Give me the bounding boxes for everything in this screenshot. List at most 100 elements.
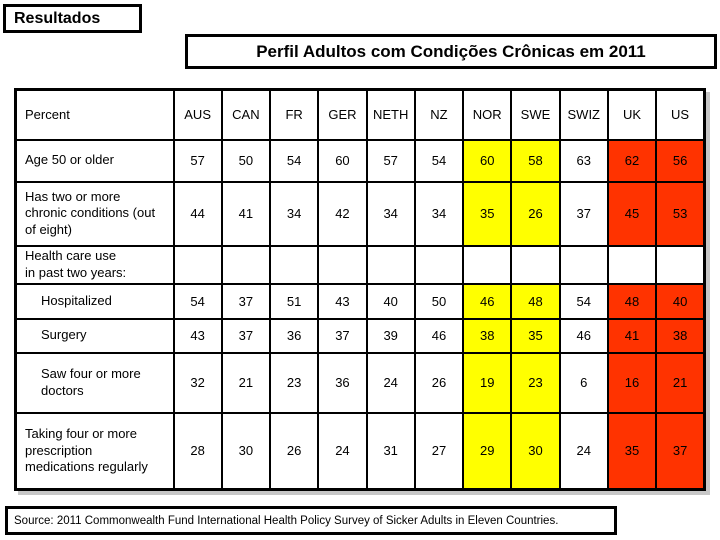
slide-title: Perfil Adultos com Condições Crônicas em… (185, 34, 717, 69)
table-cell: 41 (220, 180, 272, 247)
table-cell: 57 (365, 138, 416, 183)
table-cell: 21 (655, 351, 706, 414)
table-cell: 36 (317, 351, 368, 414)
table-cell: 37 (220, 317, 272, 354)
column-header: SWE (510, 88, 561, 141)
table-cell: 42 (317, 180, 368, 247)
table-cell: 53 (655, 180, 706, 247)
table-cell: 45 (606, 180, 658, 247)
table-cell: 35 (510, 317, 561, 354)
table-cell: 29 (462, 411, 513, 491)
table-cell: 44 (172, 180, 223, 247)
table-cell: 40 (655, 282, 706, 320)
column-header: GER (317, 88, 368, 141)
table-cell: 37 (220, 282, 272, 320)
column-header: UK (606, 88, 658, 141)
table-cell: 41 (606, 317, 658, 354)
source-note: Source: 2011 Commonwealth Fund Internati… (5, 506, 617, 535)
table-cell: 28 (172, 411, 223, 491)
table-cell: 26 (413, 351, 465, 414)
table-cell: 37 (558, 180, 609, 247)
row-label: Health care use in past two years: (14, 244, 175, 285)
table-cell: 30 (220, 411, 272, 491)
table-cell: 30 (510, 411, 561, 491)
table-cell: 46 (558, 317, 609, 354)
table-cell: 39 (365, 317, 416, 354)
results-badge-label: Resultados (14, 9, 101, 27)
table-cell (413, 244, 465, 285)
row-label: Age 50 or older (14, 138, 175, 183)
table-cell: 43 (317, 282, 368, 320)
table-cell: 40 (365, 282, 416, 320)
table-cell: 60 (462, 138, 513, 183)
table-cell: 50 (413, 282, 465, 320)
table-cell: 24 (365, 351, 416, 414)
table-cell: 48 (510, 282, 561, 320)
column-header: FR (269, 88, 320, 141)
table-cell (269, 244, 320, 285)
table-cell (317, 244, 368, 285)
table-cell: 6 (558, 351, 609, 414)
table-cell: 38 (655, 317, 706, 354)
table-cell: 54 (269, 138, 320, 183)
column-header: AUS (172, 88, 223, 141)
table-cell: 24 (558, 411, 609, 491)
table-cell: 54 (558, 282, 609, 320)
table-cell: 57 (172, 138, 223, 183)
table-cell: 37 (317, 317, 368, 354)
table-cell (606, 244, 658, 285)
table-cell: 23 (510, 351, 561, 414)
table-cell: 34 (365, 180, 416, 247)
table-cell: 38 (462, 317, 513, 354)
table-cell (558, 244, 609, 285)
row-label: Hospitalized (14, 282, 175, 320)
table-cell: 63 (558, 138, 609, 183)
row-label: Surgery (14, 317, 175, 354)
stats-table: Percent AUS CAN FR GER NETH NZ NOR SWE SWIZ UK US Ag… (14, 88, 706, 491)
results-badge: Resultados (3, 4, 142, 33)
table-cell: 23 (269, 351, 320, 414)
table-cell: 46 (462, 282, 513, 320)
table-cell: 21 (220, 351, 272, 414)
table-cell (462, 244, 513, 285)
table-cell: 31 (365, 411, 416, 491)
table-row: Surgery 43 37 36 37 39 46 38 35 46 41 38 (14, 317, 706, 354)
column-header: SWIZ (558, 88, 609, 141)
row-label: Has two or more chronic conditions (out … (14, 180, 175, 247)
table-cell: 27 (413, 411, 465, 491)
table-cell: 51 (269, 282, 320, 320)
header-row: Percent AUS CAN FR GER NETH NZ NOR SWE SWIZ UK US (14, 88, 706, 141)
table-cell: 56 (655, 138, 706, 183)
table-cell: 60 (317, 138, 368, 183)
table-cell: 37 (655, 411, 706, 491)
column-header: NZ (413, 88, 465, 141)
column-header: US (655, 88, 706, 141)
table-cell: 54 (172, 282, 223, 320)
table-cell: 43 (172, 317, 223, 354)
column-header: NOR (462, 88, 513, 141)
table-cell: 34 (269, 180, 320, 247)
table-cell: 62 (606, 138, 658, 183)
column-header: NETH (365, 88, 416, 141)
table-cell: 34 (413, 180, 465, 247)
table-cell: 16 (606, 351, 658, 414)
table-row: Saw four or more doctors 32 21 23 36 24 26 19 23… (14, 351, 706, 414)
table-cell: 32 (172, 351, 223, 414)
column-header: Percent (14, 88, 175, 141)
column-header: CAN (220, 88, 272, 141)
table-row: Hospitalized 54 37 51 43 40 50 46 48 54 48 40 (14, 282, 706, 320)
table-cell: 26 (269, 411, 320, 491)
row-label: Taking four or more prescription medicat… (14, 411, 175, 491)
source-note-text: Source: 2011 Commonwealth Fund Internati… (14, 514, 559, 527)
table-cell (365, 244, 416, 285)
table-cell (220, 244, 272, 285)
table-cell: 46 (413, 317, 465, 354)
slide-title-text: Perfil Adultos com Condições Crônicas em… (256, 41, 646, 61)
table-cell: 24 (317, 411, 368, 491)
table-cell: 19 (462, 351, 513, 414)
table-row: Age 50 or older 57 50 54 60 57 54 60 58 63 62 56 (14, 138, 706, 183)
table-cell (510, 244, 561, 285)
table-cell: 48 (606, 282, 658, 320)
table-cell: 54 (413, 138, 465, 183)
table-row: Has two or more chronic conditions (out … (14, 180, 706, 247)
